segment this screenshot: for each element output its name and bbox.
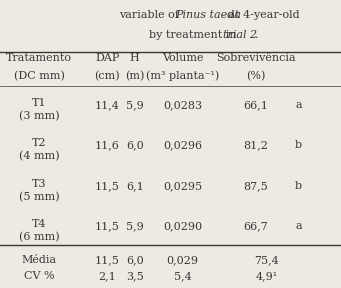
Text: 6,0: 6,0 [126,255,144,265]
Text: 11,4: 11,4 [95,100,120,110]
Text: 5,9: 5,9 [126,221,144,231]
Text: T4: T4 [32,219,46,229]
Text: (m³ planta⁻¹): (m³ planta⁻¹) [146,71,219,81]
Text: Média: Média [21,255,57,265]
Text: 4,9¹: 4,9¹ [256,271,278,281]
Text: (3 mm): (3 mm) [19,111,60,121]
Text: CV %: CV % [24,271,55,281]
Text: a: a [295,221,302,231]
Text: Sobrevivência: Sobrevivência [216,53,296,63]
Text: T3: T3 [32,179,46,189]
Text: T2: T2 [32,138,46,148]
Text: Volume: Volume [162,53,203,63]
Text: (%): (%) [246,71,265,81]
Text: 3,5: 3,5 [126,271,144,281]
Text: b: b [295,141,302,150]
Text: DAP: DAP [95,53,120,63]
Text: 0,029: 0,029 [166,255,198,265]
Text: (m): (m) [125,71,144,81]
Text: 87,5: 87,5 [243,181,268,191]
Text: (4 mm): (4 mm) [19,151,60,162]
Text: a: a [295,100,302,110]
Text: at 4-year-old: at 4-year-old [225,10,300,20]
Text: 2,1: 2,1 [99,271,116,281]
Text: 0,0295: 0,0295 [163,181,202,191]
Text: 66,7: 66,7 [243,221,268,231]
Text: variable of: variable of [119,10,183,20]
Text: Pinus taeda: Pinus taeda [175,10,241,20]
Text: .: . [255,30,259,40]
Text: 11,5: 11,5 [95,255,120,265]
Text: 75,4: 75,4 [254,255,279,265]
Text: 6,1: 6,1 [126,181,144,191]
Text: 0,0290: 0,0290 [163,221,202,231]
Text: 5,9: 5,9 [126,100,144,110]
Text: 81,2: 81,2 [243,141,268,150]
Text: 11,5: 11,5 [95,221,120,231]
Text: Tratamento: Tratamento [6,53,72,63]
Text: (DC mm): (DC mm) [14,71,65,81]
Text: (5 mm): (5 mm) [19,192,60,202]
Text: 11,6: 11,6 [95,141,120,150]
Text: 0,0296: 0,0296 [163,141,202,150]
Text: 5,4: 5,4 [174,271,191,281]
Text: 66,1: 66,1 [243,100,268,110]
Text: 0,0283: 0,0283 [163,100,202,110]
Text: (6 mm): (6 mm) [19,232,60,242]
Text: by treatment in: by treatment in [149,30,240,40]
Text: (cm): (cm) [94,71,120,81]
Text: 11,5: 11,5 [95,181,120,191]
Text: trial 2: trial 2 [223,30,257,40]
Text: 6,0: 6,0 [126,141,144,150]
Text: H: H [130,53,139,63]
Text: T1: T1 [32,98,46,108]
Text: b: b [295,181,302,191]
